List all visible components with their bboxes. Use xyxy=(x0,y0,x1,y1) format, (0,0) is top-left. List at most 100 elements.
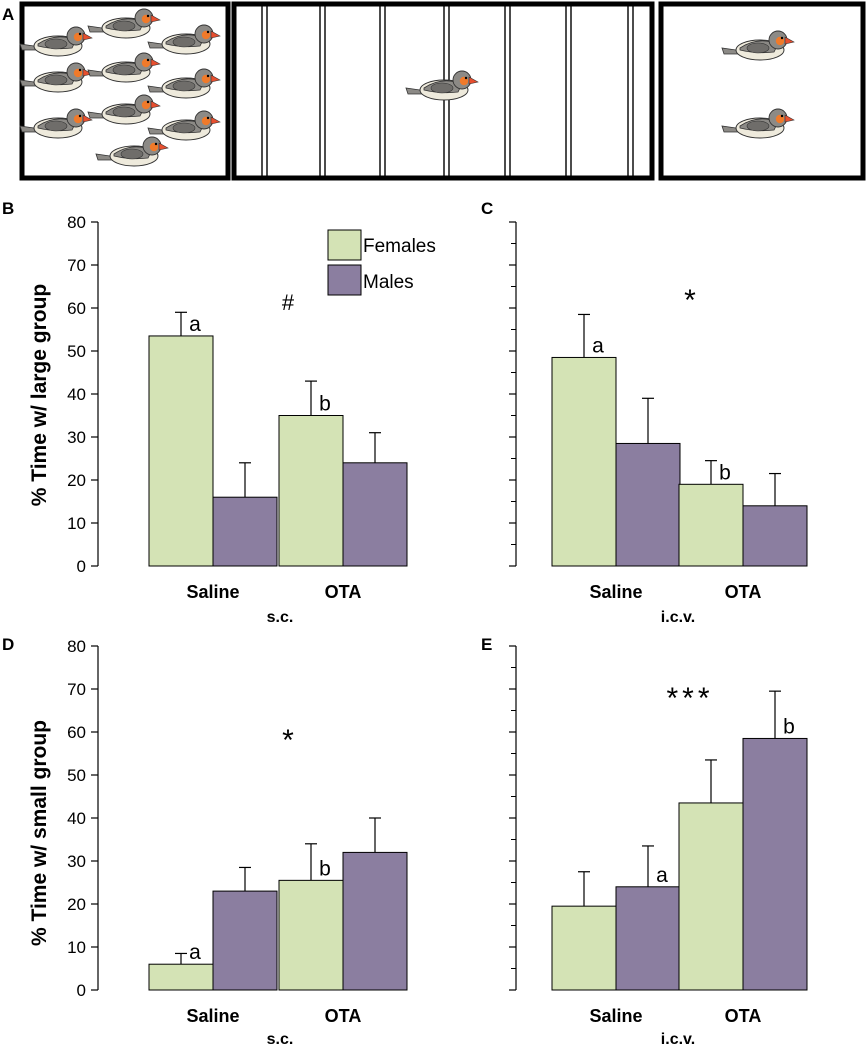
finch-tail xyxy=(95,153,113,161)
finch-birds xyxy=(19,8,795,167)
significance-marker: * xyxy=(684,284,696,317)
panel-a: A xyxy=(2,1,866,181)
finch-eye xyxy=(78,32,82,36)
finch-beak xyxy=(468,76,479,85)
significance-letter: a xyxy=(189,313,201,336)
significance-letter: b xyxy=(319,393,331,416)
significance-letter: b xyxy=(319,857,331,880)
y-tick-label: 30 xyxy=(67,852,86,871)
finch-eye xyxy=(146,100,150,104)
finch-tail xyxy=(87,25,105,33)
panel-c-letter: C xyxy=(481,199,493,218)
finch-wing xyxy=(44,38,68,50)
bar-males-ota xyxy=(742,737,808,991)
finch-beak xyxy=(784,36,795,45)
finch-icon xyxy=(19,108,93,139)
finch-tail xyxy=(405,87,423,95)
finch-icon xyxy=(147,110,221,141)
route-label: s.c. xyxy=(267,1031,294,1048)
finch-icon xyxy=(19,62,93,93)
finch-beak xyxy=(210,116,221,125)
finch-icon xyxy=(405,70,479,101)
legend-swatch-males xyxy=(327,264,362,296)
y-tick-label: 60 xyxy=(67,299,86,318)
y-tick-label: 70 xyxy=(67,256,86,275)
finch-wing xyxy=(172,122,196,134)
y-tick-label: 40 xyxy=(67,809,86,828)
significance-letter: a xyxy=(656,864,668,887)
finch-beak xyxy=(158,142,169,151)
finch-wing xyxy=(120,148,144,160)
finch-icon xyxy=(95,136,169,167)
significance-letter: b xyxy=(783,715,795,738)
y-tick-label: 70 xyxy=(67,680,86,699)
bar-females-ota xyxy=(278,879,344,991)
finch-tail xyxy=(147,85,165,93)
finch-tail xyxy=(19,125,37,133)
bar-females-ota xyxy=(678,802,744,991)
finch-wing xyxy=(172,36,196,48)
category-label: Saline xyxy=(589,1006,642,1026)
bar-females-ota xyxy=(278,415,344,567)
panel-e-letter: E xyxy=(481,635,492,654)
y-tick-label: 20 xyxy=(67,895,86,914)
y-axis-title-small: % Time w/ small group xyxy=(28,720,51,946)
bar-males-saline xyxy=(615,886,681,991)
y-tick-label: 80 xyxy=(67,213,86,232)
bar-males-saline xyxy=(212,496,278,567)
finch-beak xyxy=(150,14,161,23)
y-tick-label: 10 xyxy=(67,938,86,957)
finch-tail xyxy=(147,41,165,49)
significance-marker: * xyxy=(282,724,294,757)
route-label: s.c. xyxy=(267,609,294,626)
finch-wing xyxy=(746,42,770,54)
finch-beak xyxy=(82,114,93,123)
choice-cage xyxy=(231,1,655,181)
finch-icon xyxy=(147,68,221,99)
finch-icon xyxy=(147,24,221,55)
finch-eye xyxy=(146,58,150,62)
significance-marker: # xyxy=(282,290,295,315)
y-tick-label: 80 xyxy=(67,637,86,656)
finch-icon xyxy=(87,8,161,39)
finch-wing xyxy=(112,64,136,76)
y-tick-label: 50 xyxy=(67,766,86,785)
finch-icon xyxy=(721,30,795,61)
finch-wing xyxy=(430,82,454,94)
finch-beak xyxy=(150,100,161,109)
finch-eye xyxy=(206,116,210,120)
finch-tail xyxy=(721,125,739,133)
legend: Females Males xyxy=(327,229,436,296)
finch-icon xyxy=(87,94,161,125)
bar-males-ota xyxy=(342,851,408,991)
finch-wing xyxy=(112,20,136,32)
finch-beak xyxy=(150,58,161,67)
y-tick-label: 20 xyxy=(67,471,86,490)
y-axis-title-large: % Time w/ large group xyxy=(28,284,51,507)
category-label: Saline xyxy=(186,1006,239,1026)
finch-beak xyxy=(210,74,221,83)
finch-wing xyxy=(172,80,196,92)
finch-icon xyxy=(87,52,161,83)
finch-wing xyxy=(746,120,770,132)
significance-marker: *** xyxy=(666,682,713,715)
significance-letter: b xyxy=(719,461,731,484)
chart-panel-d: 0 10 20 30 40 50 60 70 80 a Saline b OTA s.c. * xyxy=(67,637,408,1048)
significance-letter: a xyxy=(592,334,604,357)
bar-males-saline xyxy=(615,442,681,567)
finch-tail xyxy=(721,47,739,55)
y-tick-label: 60 xyxy=(67,723,86,742)
y-tick-label: 0 xyxy=(77,557,86,576)
chart-panel-c: a Saline b OTA i.c.v. * xyxy=(509,221,808,626)
small-group-cage xyxy=(658,1,866,181)
finch-wing xyxy=(44,120,68,132)
finch-tail xyxy=(19,79,37,87)
finch-tail xyxy=(87,69,105,77)
finch-eye xyxy=(78,68,82,72)
route-label: i.c.v. xyxy=(661,609,695,626)
y-tick-label: 0 xyxy=(77,981,86,1000)
significance-letter: a xyxy=(189,941,201,964)
finch-tail xyxy=(87,111,105,119)
finch-beak xyxy=(210,30,221,39)
